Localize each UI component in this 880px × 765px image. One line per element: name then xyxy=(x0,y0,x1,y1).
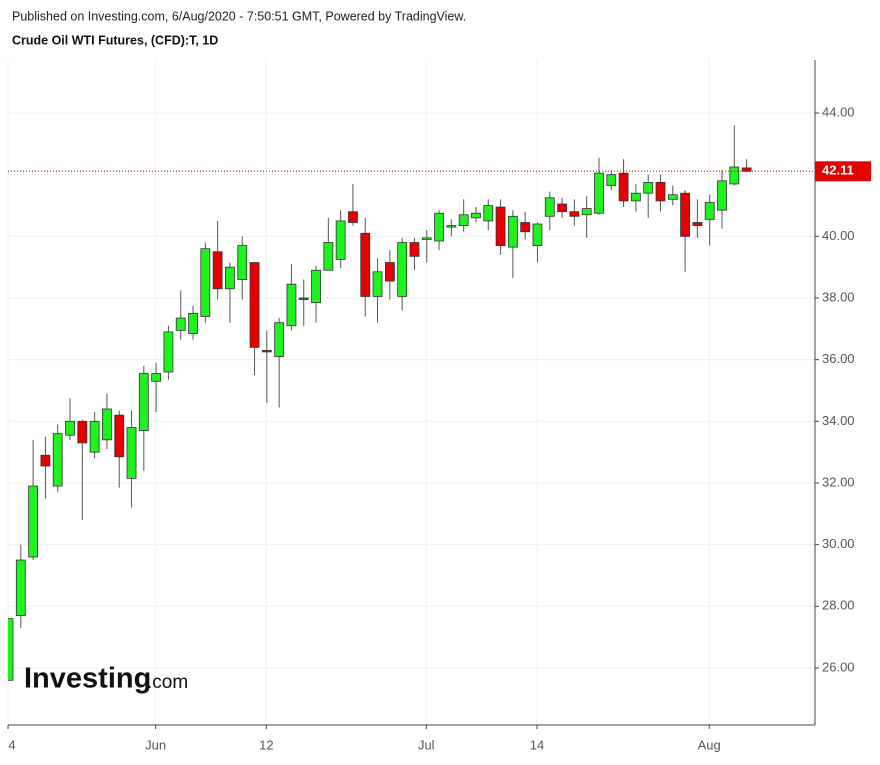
candles xyxy=(8,125,752,681)
candle-body xyxy=(200,248,211,317)
candle-body xyxy=(114,414,125,458)
x-tick-label: Jun xyxy=(145,737,166,752)
x-tick-label: 12 xyxy=(259,737,273,752)
candle-body xyxy=(741,167,752,172)
candle-body xyxy=(348,211,358,223)
chart-title: Crude Oil WTI Futures, (CFD):T, 1D xyxy=(12,33,218,47)
candle-body xyxy=(421,237,432,240)
y-tick-label: 44.00 xyxy=(822,104,855,119)
candle-body xyxy=(212,251,223,290)
candle-body xyxy=(65,420,75,436)
candle-body xyxy=(397,242,408,297)
last-price-label: 42.11 xyxy=(822,163,854,178)
candle-body xyxy=(667,194,678,200)
grid xyxy=(7,60,815,725)
candle-body xyxy=(8,618,14,681)
candle-body xyxy=(249,262,260,348)
candle-body xyxy=(151,373,162,382)
candle-body xyxy=(188,313,198,334)
x-tick-label: Jul xyxy=(418,737,435,752)
candle-body xyxy=(704,202,715,220)
y-tick-label: 34.00 xyxy=(822,413,855,428)
candle-body xyxy=(311,269,321,304)
candle-body xyxy=(569,211,580,217)
y-tick-label: 40.00 xyxy=(822,228,855,243)
candle-body xyxy=(225,266,235,290)
candle-body xyxy=(618,172,629,202)
candle-body xyxy=(594,172,604,214)
candle-body xyxy=(483,205,494,222)
y-tick-label: 30.00 xyxy=(822,536,855,551)
candle-body xyxy=(163,331,174,373)
candle-body xyxy=(643,181,654,194)
candle-body xyxy=(717,180,727,211)
candle-body xyxy=(102,408,112,441)
candle-body xyxy=(692,222,703,226)
candle-body xyxy=(409,242,420,257)
candle-body xyxy=(89,420,100,453)
candle-body xyxy=(237,245,248,280)
candle-body xyxy=(495,206,506,246)
watermark: Investing xyxy=(24,663,151,695)
x-tick-label: Aug xyxy=(698,737,721,752)
candle-body xyxy=(446,225,457,228)
candle-body xyxy=(557,203,567,213)
candle-body xyxy=(729,166,740,185)
candle-body xyxy=(606,174,617,186)
y-tick-label: 38.00 xyxy=(822,289,855,304)
candle-body xyxy=(372,271,383,297)
candle-body xyxy=(52,433,63,487)
candle-body xyxy=(175,317,186,331)
candle-body xyxy=(28,485,39,558)
candle-body xyxy=(126,427,137,479)
candle-body xyxy=(680,192,691,237)
candle-body xyxy=(40,454,51,467)
x-tick-label: 4 xyxy=(8,737,15,752)
candle-body xyxy=(655,181,666,202)
candle-body xyxy=(581,208,592,216)
candle-body xyxy=(298,297,309,300)
candle-body xyxy=(458,214,469,226)
candle-body xyxy=(384,262,395,282)
last-price-box xyxy=(815,161,871,182)
candle-body xyxy=(15,559,26,616)
candle-body xyxy=(335,220,346,260)
candle-body xyxy=(261,350,272,353)
candle-body xyxy=(471,212,481,219)
candle-body xyxy=(532,223,543,246)
y-tick-label: 32.00 xyxy=(822,474,855,489)
y-tick-label: 28.00 xyxy=(822,598,855,613)
candle-body xyxy=(434,212,444,242)
y-tick-label: 26.00 xyxy=(822,659,855,674)
candle-body xyxy=(507,215,518,248)
candle-body xyxy=(544,197,555,217)
candle-body xyxy=(274,322,285,357)
y-tick-label: 36.00 xyxy=(822,351,855,366)
candle-body xyxy=(286,283,297,327)
watermark: .com xyxy=(147,672,188,693)
candle-body xyxy=(323,242,334,271)
chart-subtitle: Published on Investing.com, 6/Aug/2020 -… xyxy=(12,9,466,23)
candle-body xyxy=(630,192,641,202)
x-tick-label: 14 xyxy=(530,737,544,752)
candle-body xyxy=(520,222,531,233)
candle-body xyxy=(138,373,149,431)
candle-body xyxy=(77,420,88,444)
candle-body xyxy=(360,232,371,297)
